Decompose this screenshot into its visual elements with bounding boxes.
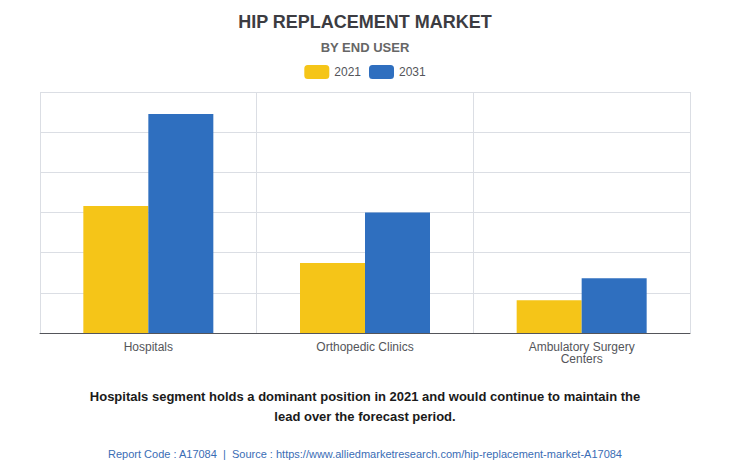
svg-text:Hospitals: Hospitals bbox=[124, 340, 173, 354]
svg-text:Orthopedic Clinics: Orthopedic Clinics bbox=[316, 340, 413, 354]
svg-text:Ambulatory Surgery: Ambulatory Surgery bbox=[528, 340, 635, 354]
svg-text:2031: 2031 bbox=[399, 65, 426, 79]
svg-text:2021: 2021 bbox=[334, 65, 361, 79]
svg-text:Hospitals segment holds a domi: Hospitals segment holds a dominant posit… bbox=[90, 389, 640, 404]
svg-text:HIP REPLACEMENT MARKET: HIP REPLACEMENT MARKET bbox=[238, 12, 492, 32]
svg-text:Report Code : A17084 | Sourc: Report Code : A17084 | Source : https://… bbox=[108, 448, 622, 460]
svg-text:Centers: Centers bbox=[561, 352, 603, 366]
svg-text:lead over the forecast period.: lead over the forecast period. bbox=[274, 409, 455, 424]
svg-text:BY END USER: BY END USER bbox=[321, 40, 410, 55]
